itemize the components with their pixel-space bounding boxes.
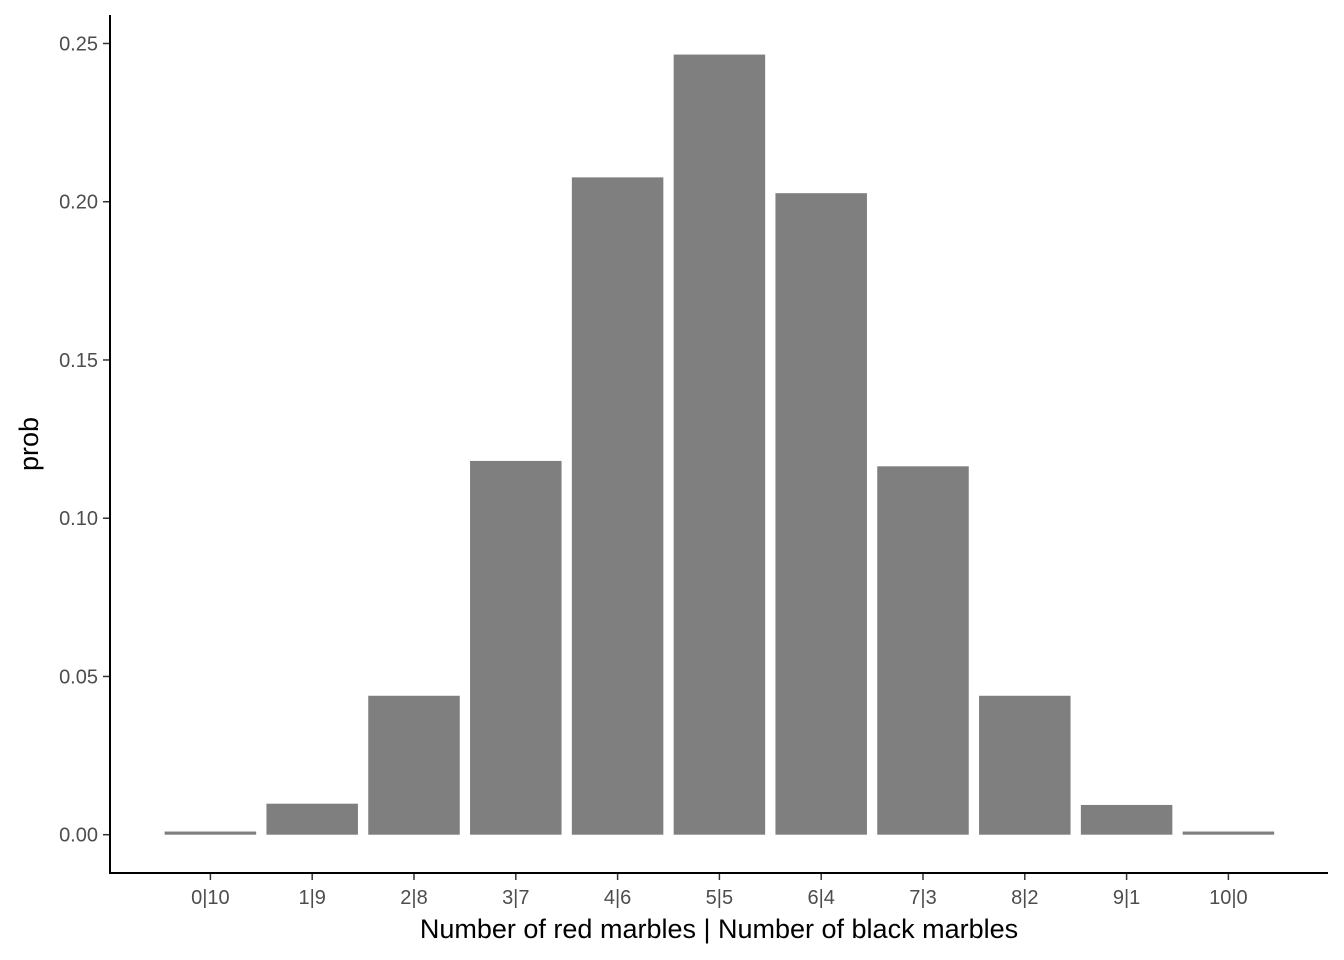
x-tick-label-6: 6|4 [807, 887, 834, 909]
x-tick-label-3: 3|7 [502, 887, 529, 909]
bar-9 [1080, 804, 1173, 835]
y-tick-label-0: 0.00 [59, 825, 98, 847]
y-tick-label-2: 0.10 [59, 508, 98, 530]
x-tick-label-2: 2|8 [400, 887, 427, 909]
y-axis-title: prob [14, 417, 44, 471]
bars-group [164, 54, 1275, 835]
x-tick-label-7: 7|3 [909, 887, 936, 909]
y-tick-label-5: 0.25 [59, 33, 98, 55]
x-tick-label-4: 4|6 [604, 887, 631, 909]
bar-1 [266, 803, 358, 835]
x-axis-ticks: 0|10 1|9 2|8 3|7 4|6 5|5 6|4 7|3 8|2 9|1 10|0 [191, 873, 1248, 909]
y-tick-label-3: 0.15 [59, 350, 98, 372]
bar-4 [571, 177, 664, 835]
x-tick-label-10: 10|0 [1209, 887, 1248, 909]
bar-8 [979, 695, 1071, 835]
y-axis-ticks: 0.00 0.05 0.10 0.15 0.20 0.25 [59, 33, 110, 847]
bar-0 [164, 831, 257, 835]
y-tick-label-4: 0.20 [59, 192, 98, 214]
x-tick-label-1: 1|9 [298, 887, 325, 909]
bar-10 [1182, 831, 1275, 835]
bar-2 [368, 695, 460, 835]
x-tick-label-0: 0|10 [191, 887, 230, 909]
bar-7 [877, 466, 969, 835]
bar-5 [673, 54, 766, 835]
y-tick-label-1: 0.05 [59, 666, 98, 688]
x-tick-label-5: 5|5 [706, 887, 733, 909]
bar-3 [470, 460, 562, 835]
x-tick-label-8: 8|2 [1011, 887, 1038, 909]
x-axis-title: Number of red marbles | Number of black … [420, 914, 1018, 944]
x-tick-label-9: 9|1 [1113, 887, 1140, 909]
bar-6 [775, 193, 867, 835]
